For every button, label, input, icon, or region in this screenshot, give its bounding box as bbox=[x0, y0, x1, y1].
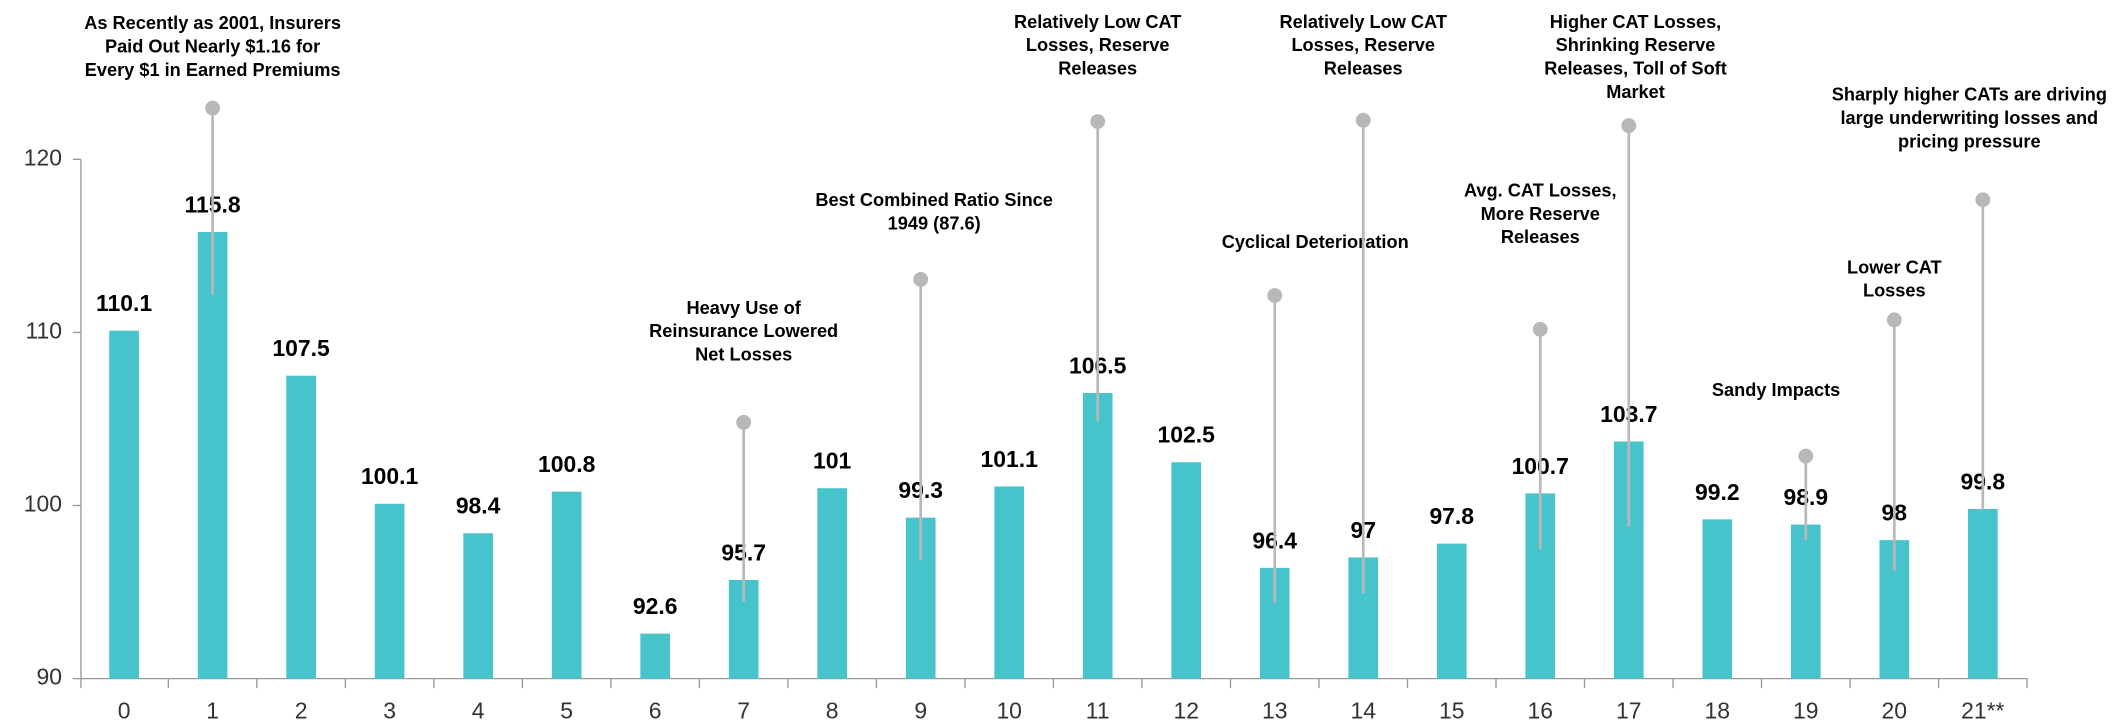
y-tick-label: 90 bbox=[37, 664, 63, 690]
annotation: Higher CAT Losses, bbox=[1550, 12, 1721, 32]
x-tick-label: 5 bbox=[560, 697, 573, 723]
value-label: 97.8 bbox=[1429, 503, 1474, 529]
y-tick-label: 100 bbox=[24, 491, 62, 517]
value-label: 98.4 bbox=[456, 493, 501, 519]
value-label: 102.5 bbox=[1158, 422, 1216, 448]
callout-dot bbox=[1267, 288, 1283, 303]
annotation: Cyclical Deterioration bbox=[1222, 232, 1409, 252]
annotation: Market bbox=[1606, 82, 1665, 102]
annotation: Reinsurance Lowered bbox=[649, 321, 838, 341]
x-tick-label: 11 bbox=[1086, 697, 1110, 723]
value-label: 110.1 bbox=[96, 290, 152, 316]
x-tick-label: 6 bbox=[649, 697, 662, 723]
callout-dot bbox=[1798, 448, 1814, 464]
callout-dot bbox=[1090, 114, 1106, 129]
y-tick-label: 120 bbox=[24, 144, 62, 170]
annotation: Losses, Reserve bbox=[1291, 35, 1435, 55]
bar bbox=[374, 503, 405, 679]
bar bbox=[1967, 508, 1998, 679]
annotation: Releases, Toll of Soft bbox=[1544, 59, 1727, 79]
annotation: Paid Out Nearly $1.16 for bbox=[105, 37, 320, 57]
x-tick-label: 3 bbox=[383, 697, 396, 723]
annotation: Best Combined Ratio Since bbox=[815, 190, 1053, 210]
bar bbox=[286, 375, 316, 679]
x-tick-label: 17 bbox=[1616, 697, 1641, 723]
callout-dot bbox=[1532, 321, 1548, 337]
x-tick-label: 21** bbox=[1961, 697, 2004, 723]
annotation: Lower CAT bbox=[1847, 257, 1942, 277]
annotation: Sandy Impacts bbox=[1712, 380, 1840, 400]
annotation: large underwriting losses and bbox=[1840, 108, 2098, 128]
value-label: 100.8 bbox=[538, 451, 596, 477]
y-tick-label: 110 bbox=[26, 317, 63, 343]
x-tick-label: 10 bbox=[996, 697, 1022, 723]
annotation: Losses, Reserve bbox=[1026, 35, 1170, 55]
bar bbox=[551, 491, 582, 679]
annotation: Net Losses bbox=[695, 345, 792, 365]
bar bbox=[640, 633, 670, 679]
callout-dot bbox=[205, 100, 221, 116]
annotation: Every $1 in Earned Premiums bbox=[85, 60, 341, 80]
bar bbox=[1082, 393, 1113, 679]
callout-dot bbox=[913, 271, 929, 287]
callout-dot bbox=[736, 414, 752, 430]
bar bbox=[109, 330, 139, 679]
callout-dot bbox=[1355, 112, 1371, 128]
x-tick-label: 15 bbox=[1439, 697, 1464, 723]
bar bbox=[1702, 519, 1733, 679]
x-tick-label: 2 bbox=[295, 697, 308, 723]
x-tick-label: 7 bbox=[737, 697, 750, 723]
x-tick-label: 12 bbox=[1173, 697, 1199, 723]
annotation: Releases bbox=[1324, 59, 1403, 79]
x-tick-label: 14 bbox=[1350, 697, 1376, 723]
bar bbox=[1171, 462, 1202, 679]
annotation: Shrinking Reserve bbox=[1556, 35, 1716, 55]
x-tick-label: 1 bbox=[206, 697, 219, 723]
value-label: 99.2 bbox=[1695, 479, 1740, 505]
callout-dot bbox=[1975, 192, 1991, 208]
annotation: Heavy Use of bbox=[687, 298, 802, 318]
annotation: Avg. CAT Losses, bbox=[1464, 181, 1617, 201]
bar bbox=[463, 533, 493, 679]
callout-dot bbox=[1621, 118, 1637, 134]
bar bbox=[817, 488, 848, 679]
bar bbox=[994, 486, 1025, 679]
bar bbox=[197, 232, 228, 679]
value-label: 101 bbox=[813, 448, 851, 474]
annotation: Releases bbox=[1501, 227, 1580, 247]
annotation: As Recently as 2001, Insurers bbox=[84, 13, 341, 33]
x-tick-label: 19 bbox=[1793, 697, 1818, 723]
annotation: Sharply higher CATs are driving bbox=[1832, 85, 2107, 105]
annotation: Releases bbox=[1058, 59, 1137, 79]
x-tick-label: 4 bbox=[472, 697, 485, 723]
x-tick-label: 0 bbox=[118, 697, 131, 723]
value-label: 107.5 bbox=[272, 335, 330, 361]
annotation: More Reserve bbox=[1481, 204, 1600, 224]
value-label: 100.1 bbox=[361, 463, 419, 489]
x-tick-label: 18 bbox=[1705, 697, 1730, 723]
bar bbox=[1790, 524, 1821, 679]
x-tick-label: 20 bbox=[1882, 697, 1907, 723]
value-label: 101.1 bbox=[981, 446, 1039, 472]
callout-dot bbox=[1886, 312, 1902, 328]
annotation: 1949 (87.6) bbox=[888, 213, 981, 233]
annotation: Relatively Low CAT bbox=[1280, 12, 1447, 32]
x-tick-label: 9 bbox=[914, 697, 927, 723]
annotation: pricing pressure bbox=[1898, 131, 2041, 151]
x-tick-label: 8 bbox=[826, 697, 839, 723]
x-tick-label: 16 bbox=[1528, 697, 1554, 723]
annotation: Relatively Low CAT bbox=[1014, 12, 1181, 32]
x-tick-label: 13 bbox=[1262, 697, 1288, 723]
bar bbox=[1436, 543, 1467, 679]
value-label: 92.6 bbox=[633, 593, 678, 619]
annotation: Losses bbox=[1863, 281, 1926, 301]
